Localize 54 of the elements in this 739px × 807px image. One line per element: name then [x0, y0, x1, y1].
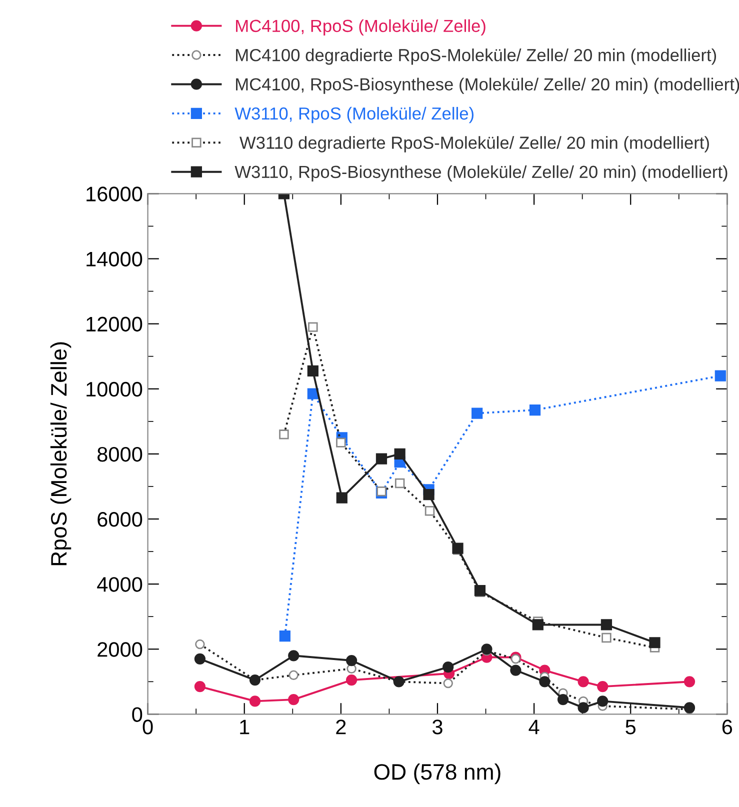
point	[307, 388, 318, 400]
point	[423, 489, 434, 500]
point	[442, 661, 454, 673]
point	[597, 696, 608, 707]
x-tick-label: 2	[336, 720, 346, 734]
point	[288, 694, 300, 706]
point	[346, 654, 358, 666]
legend-label: W3110, RpoS (Moleküle/ Zelle)	[234, 106, 474, 124]
y-tick-label: 8000	[98, 446, 142, 462]
point	[472, 408, 483, 419]
point	[578, 702, 589, 714]
point	[600, 619, 612, 630]
point	[346, 674, 358, 686]
y-tick-label: 4000	[97, 577, 142, 592]
legend-label: MC4100, RpoS (Moleküle/ Zelle)	[236, 19, 486, 36]
point	[376, 453, 388, 464]
point	[510, 664, 522, 676]
point	[714, 370, 726, 382]
point	[649, 637, 660, 648]
point	[336, 492, 348, 504]
point	[394, 448, 406, 460]
x-tick-label: 1	[240, 720, 250, 734]
point	[452, 542, 464, 554]
point	[279, 630, 290, 642]
y-tick-label: 14000	[86, 252, 142, 266]
point	[539, 676, 550, 688]
point	[194, 653, 206, 664]
point	[578, 676, 589, 688]
legend-label: W3110 degradierte RpoS-Moleküle/ Zelle/ 20 min (modelliert)	[240, 136, 709, 152]
legend-label: W3110, RpoS-Biosynthese (Moleküle/ Zelle/ 20 min) (modelliert)	[234, 165, 728, 182]
y-axis-title: RpoS (Moleküle/ Zelle)	[50, 342, 72, 566]
point	[684, 676, 696, 688]
x-tick-label: 6	[722, 720, 732, 734]
point	[597, 680, 608, 692]
y-tick-label: 10000	[86, 382, 142, 397]
point	[532, 619, 544, 630]
point	[307, 365, 318, 377]
x-axis-title: OD (578 nm)	[374, 763, 500, 784]
x-tick-label: 4	[528, 720, 540, 734]
x-tick-label: 3	[432, 720, 442, 734]
y-tick-label: 12000	[86, 316, 142, 332]
point	[557, 694, 569, 706]
y-tick-label: 2000	[98, 642, 142, 657]
y-tick-label: 6000	[98, 512, 142, 527]
legend-label: MC4100, RpoS-Biosynthese (Moleküle/ Zelle/ 20 min) (modelliert)	[236, 78, 739, 94]
y-tick-label: 16000	[86, 186, 142, 202]
legend-label: MC4100 degradierte RpoS-Moleküle/ Zelle/ 20 min (modelliert)	[236, 48, 716, 65]
point	[194, 680, 206, 692]
y-tick-label: 0	[132, 707, 142, 722]
x-tick-label: 5	[626, 720, 636, 734]
x-tick-label: 0	[142, 720, 153, 734]
point	[249, 696, 261, 707]
point	[288, 650, 300, 662]
point	[529, 404, 541, 416]
